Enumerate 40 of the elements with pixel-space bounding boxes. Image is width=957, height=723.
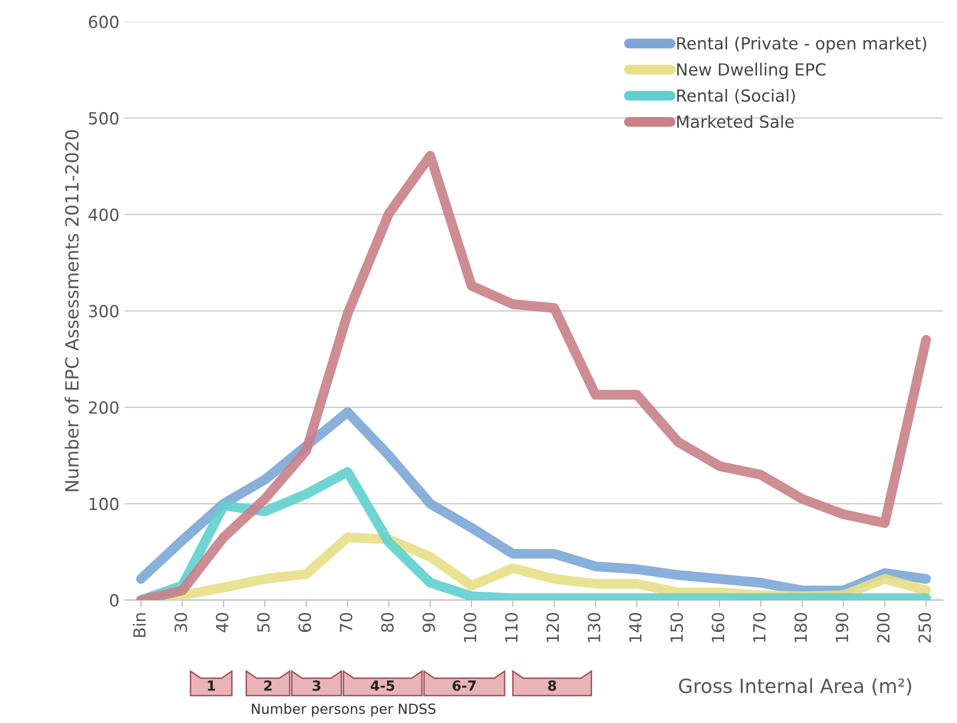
x-tick-label: 100 [464,613,476,642]
y-axis-title: Number of EPC Assessments 2011-2020 [64,130,79,492]
x-tick-label: 160 [712,613,724,642]
x-tick-label: 200 [877,613,890,642]
x-tick-label: 70 [340,613,352,632]
x-tick-label: 120 [546,613,560,642]
x-axis-title: Gross Internal Area (m²) [679,678,912,696]
legend-label: Marketed Sale [677,115,794,128]
x-tick-label: 40 [216,613,228,632]
y-tick-label: 200 [88,401,118,414]
legend-label: Rental (Social) [677,88,795,104]
y-tick-label: 400 [88,208,118,222]
text: Number persons per NDSS [252,703,436,717]
x-tick-label: 30 [174,613,188,632]
legend-label: New Dwelling EPC [677,62,826,79]
text: 2 [264,680,272,691]
x-tick-label: 130 [588,613,600,642]
x-tick-label: 190 [836,613,848,642]
x-tick-label: 250 [918,613,931,642]
x-tick-label: 180 [794,613,807,642]
x-tick-label: 90 [422,613,436,632]
x-tick-label: 110 [505,613,518,642]
legend-label: Rental (Private - open market) [677,36,926,53]
y-tick-label: 300 [89,304,118,318]
text: 1 [208,680,216,691]
y-tick-label: 500 [89,112,118,125]
y-tick-label: 0 [110,594,118,607]
x-tick-label: 140 [629,613,642,642]
text: 4-5 [370,680,394,691]
text: 3 [312,680,320,691]
x-tick-label: 170 [753,613,766,642]
x-tick-label: Bin [132,613,146,637]
x-tick-label: 80 [381,613,394,632]
y-tick-label: 600 [88,16,118,28]
text: 6-7 [452,680,476,691]
x-tick-label: 150 [670,613,683,642]
x-tick-label: 50 [257,613,270,632]
text: 8 [548,680,556,691]
x-tick-label: 60 [298,613,312,632]
y-tick-label: 100 [90,498,118,510]
